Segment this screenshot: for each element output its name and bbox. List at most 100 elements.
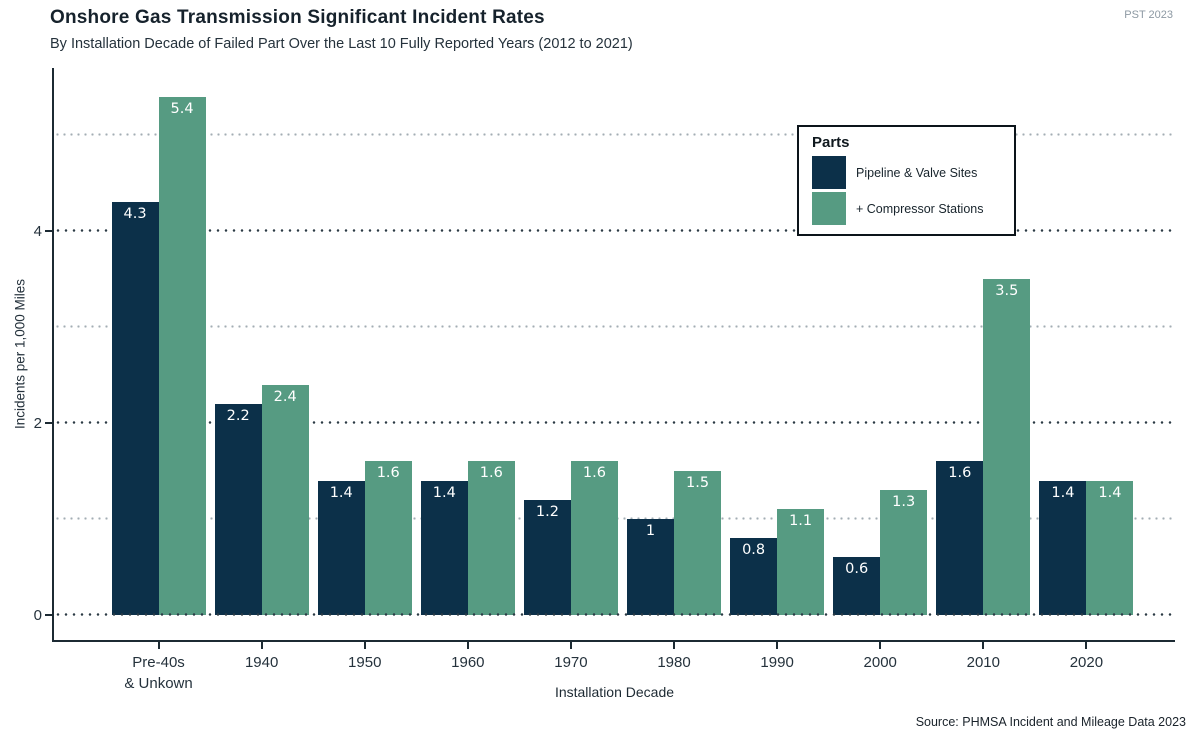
x-tick-label: 1980	[657, 654, 691, 671]
y-tick-mark	[45, 230, 52, 233]
x-tick-label: 2010	[966, 654, 1000, 671]
y-tick-mark	[45, 614, 52, 616]
x-tick-label: 1960	[451, 654, 485, 671]
bar-value-label: 3.5	[995, 283, 1019, 300]
bar-group: 1 1.5	[622, 68, 725, 615]
bar-value-label: 1.6	[376, 465, 400, 482]
bar-value-label: 1.6	[948, 465, 972, 482]
bar-group: 2.2 2.4	[210, 68, 313, 615]
bar-value-label: 4.3	[123, 206, 147, 223]
bar-group: 0.6 1.3	[829, 68, 932, 615]
y-tick-label: 0	[33, 607, 42, 624]
bar: 1.6	[467, 461, 515, 615]
legend-item: + Compressor Stations	[812, 192, 1002, 225]
bar: 5.4	[158, 96, 206, 615]
bar: 1	[627, 519, 675, 615]
bar: 4.3	[111, 202, 159, 615]
chart-subtitle: By Installation Decade of Failed Part Ov…	[50, 36, 633, 52]
x-slot: 1980	[622, 642, 725, 694]
x-slot: Pre-40s & Unkown	[107, 642, 210, 694]
gridline-minor	[54, 133, 1175, 137]
x-tick-mark	[466, 642, 469, 649]
x-slot: 2010	[932, 642, 1035, 694]
bar: 3.5	[983, 279, 1031, 615]
x-tick-mark	[569, 642, 572, 649]
x-tick-mark	[776, 642, 779, 649]
bar-value-label: 1.2	[535, 503, 559, 520]
x-tick-label: 1940	[244, 654, 279, 671]
x-tick-label: 2020	[1069, 654, 1104, 671]
bar-group: 4.3 5.4	[107, 68, 210, 615]
x-axis-ticks: Pre-40s & Unkown 1940 1950 1960 1970 1980 1990…	[54, 642, 1175, 694]
bar-value-label: 0.8	[742, 542, 766, 559]
y-axis-title: Incidents per 1,000 Miles	[12, 278, 28, 430]
chart-title: Onshore Gas Transmission Significant Inc…	[50, 7, 545, 28]
bars-row: 4.3 5.4 2.2 2.4 1.4 1.6 1.4 1.6 1.2 1.6 1 1.5 0.8 1.1…	[54, 68, 1175, 615]
source-note: Source: PHMSA Incident and Mileage Data …	[915, 715, 1186, 729]
bar: 2.2	[214, 403, 262, 615]
bar-value-label: 1.5	[685, 475, 710, 492]
bar: 1.6	[570, 461, 618, 615]
bar: 1.4	[420, 480, 468, 615]
x-tick-label: 1950	[348, 654, 382, 671]
legend-title: Parts	[812, 134, 850, 151]
x-tick-label: 1990	[760, 654, 794, 671]
legend-item-label: + Compressor Stations	[856, 201, 984, 216]
x-tick-mark	[982, 642, 985, 649]
bar-group: 0.8 1.1	[726, 68, 829, 615]
y-tick-mark	[45, 422, 52, 425]
bar-value-label: 2.4	[273, 388, 297, 405]
x-slot: 1950	[313, 642, 416, 694]
gridline-minor	[54, 325, 1175, 329]
x-tick-mark	[157, 642, 160, 649]
gridline-major	[54, 613, 1175, 616]
bar: 1.1	[777, 509, 825, 615]
x-slot: 1940	[210, 642, 313, 694]
bar-group: 1.4 1.4	[1035, 68, 1138, 615]
bar: 1.6	[364, 461, 412, 615]
gridline-major	[54, 421, 1175, 425]
bar: 1.4	[1039, 480, 1087, 615]
bar: 2.4	[261, 384, 309, 615]
bar-value-label: 1.6	[582, 465, 606, 482]
bar-value-label: 1	[645, 523, 656, 540]
x-slot: 1970	[519, 642, 622, 694]
bar-group: 1.6 3.5	[932, 68, 1035, 615]
bar-value-label: 5.4	[170, 100, 194, 117]
x-tick-label: 2000	[863, 654, 897, 671]
bar-value-label: 1.4	[1098, 484, 1122, 501]
bar-group: 1.2 1.6	[519, 68, 622, 615]
gridline-major	[54, 229, 1175, 233]
bar: 1.6	[936, 461, 984, 615]
x-tick-label: 1970	[554, 654, 588, 671]
bar-group: 1.4 1.6	[416, 68, 519, 615]
bar-value-label: 1.1	[789, 513, 813, 530]
x-tick-mark	[260, 642, 263, 649]
legend-item: Pipeline & Valve Sites	[812, 156, 1002, 189]
bar: 1.4	[1086, 480, 1134, 615]
x-tick-label: Pre-40s & Unkown	[124, 654, 193, 692]
y-tick-label: 4	[33, 223, 42, 241]
x-slot: 2000	[829, 642, 932, 694]
bar-value-label: 1.4	[432, 484, 456, 501]
bar: 1.2	[523, 499, 571, 615]
bar-value-label: 2.2	[226, 407, 250, 424]
x-tick-mark	[879, 642, 882, 649]
x-tick-mark	[1085, 642, 1088, 649]
legend-swatch-pipeline	[812, 156, 846, 189]
x-slot: 1960	[416, 642, 519, 694]
legend: Parts Pipeline & Valve Sites + Compresso…	[797, 125, 1016, 236]
plot-area: Incidents per 1,000 Miles 4.3 5.4 2.2 2.4 1.…	[13, 68, 1175, 700]
x-tick-mark	[673, 642, 676, 649]
x-slot: 1990	[726, 642, 829, 694]
x-slot: 2020	[1035, 642, 1138, 694]
bar-value-label: 1.4	[1051, 484, 1075, 501]
bar: 0.6	[833, 557, 881, 615]
x-axis-title: Installation Decade	[554, 684, 675, 700]
legend-swatch-compressor	[812, 192, 846, 225]
bar: 0.8	[730, 538, 778, 615]
bar-group: 1.4 1.6	[313, 68, 416, 615]
legend-item-label: Pipeline & Valve Sites	[856, 165, 978, 180]
bar-value-label: 1.4	[329, 484, 353, 501]
x-tick-mark	[363, 642, 366, 649]
